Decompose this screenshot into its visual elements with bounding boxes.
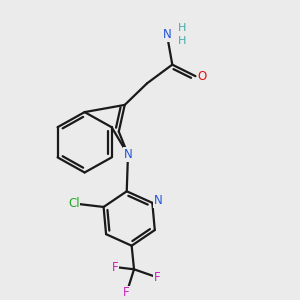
Text: O: O xyxy=(197,70,207,83)
Text: H: H xyxy=(178,36,187,46)
Text: Cl: Cl xyxy=(68,197,80,210)
Text: F: F xyxy=(154,271,160,284)
Text: F: F xyxy=(111,260,118,274)
Text: H: H xyxy=(178,23,187,33)
Text: F: F xyxy=(123,286,130,299)
Text: N: N xyxy=(163,28,171,41)
Text: N: N xyxy=(154,194,163,207)
Text: N: N xyxy=(124,148,132,161)
